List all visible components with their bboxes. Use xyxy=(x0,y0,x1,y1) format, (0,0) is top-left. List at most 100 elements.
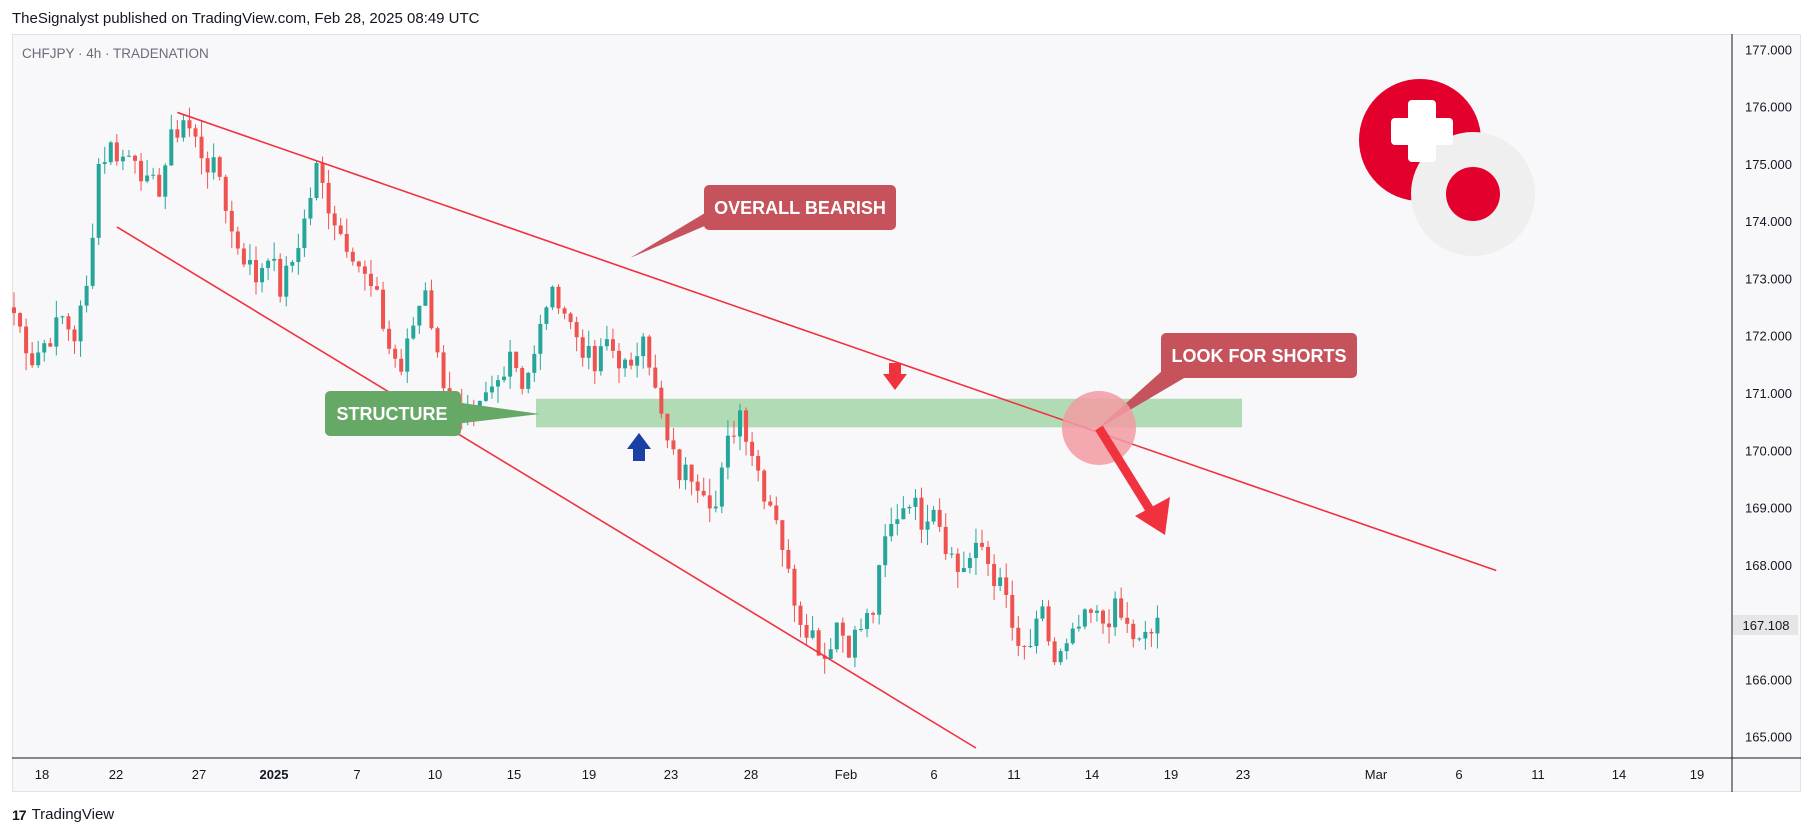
candle xyxy=(254,246,258,295)
candle xyxy=(526,371,531,394)
candle xyxy=(913,489,918,520)
candle xyxy=(411,317,416,341)
candle xyxy=(181,114,186,142)
candle xyxy=(1082,608,1087,630)
overall-bearish-callout[interactable]: OVERALL BEARISH xyxy=(630,185,896,258)
candle xyxy=(36,340,41,369)
overall-bearish-label: OVERALL BEARISH xyxy=(714,198,886,218)
candle xyxy=(562,306,567,320)
y-tick-label: 177.000 xyxy=(1745,42,1792,57)
candle xyxy=(1125,602,1130,633)
look-for-shorts-label: LOOK FOR SHORTS xyxy=(1172,346,1347,366)
candle xyxy=(1143,620,1148,650)
x-tick-label: 14 xyxy=(1612,767,1626,782)
x-tick-label: 18 xyxy=(35,767,49,782)
x-tick-label: 15 xyxy=(507,767,521,782)
candle xyxy=(629,352,634,370)
x-tick-label: 6 xyxy=(1455,767,1462,782)
price-axis[interactable]: 165.000166.000167.000168.000169.000170.0… xyxy=(1745,42,1792,744)
candle xyxy=(126,150,131,158)
candle xyxy=(229,200,234,249)
candle xyxy=(356,260,361,273)
candle xyxy=(260,263,265,293)
publish-info: TheSignalyst published on TradingView.co… xyxy=(12,10,480,27)
x-tick-label: 19 xyxy=(582,767,596,782)
candle xyxy=(822,642,827,674)
candle xyxy=(205,151,210,189)
candle xyxy=(1052,637,1057,666)
candle xyxy=(405,328,410,384)
candle xyxy=(967,552,972,574)
symbol-info[interactable]: CHFJPY · 4h · TRADENATION xyxy=(22,46,209,61)
candle xyxy=(671,427,676,455)
candle xyxy=(78,300,83,357)
x-tick-label: 23 xyxy=(1236,767,1250,782)
candle xyxy=(42,339,47,362)
candle xyxy=(272,242,277,272)
candle xyxy=(1040,599,1045,622)
candle xyxy=(883,524,888,578)
y-tick-label: 165.000 xyxy=(1745,730,1792,745)
candle xyxy=(169,114,174,166)
candle xyxy=(1088,607,1093,623)
candle xyxy=(12,292,16,326)
structure-callout[interactable]: STRUCTURE xyxy=(325,391,540,436)
candle xyxy=(1064,638,1069,660)
last-price-tag: 167.108 xyxy=(1733,615,1798,635)
candle xyxy=(193,124,198,148)
candle xyxy=(610,328,615,359)
candle xyxy=(846,635,851,659)
candle xyxy=(943,513,948,560)
candle xyxy=(955,548,960,588)
candle xyxy=(441,344,446,400)
y-tick-label: 176.000 xyxy=(1745,100,1792,115)
x-tick-label: 10 xyxy=(428,767,442,782)
candle xyxy=(1028,628,1033,649)
candle xyxy=(296,233,301,275)
candle xyxy=(308,187,313,226)
candle xyxy=(1149,628,1154,647)
candle xyxy=(175,120,180,143)
x-tick-label: 23 xyxy=(664,767,678,782)
candle xyxy=(211,143,216,180)
candle xyxy=(659,380,664,419)
candle xyxy=(326,169,331,230)
candle xyxy=(677,448,682,489)
footer: 17 TradingView xyxy=(12,806,114,823)
candle xyxy=(895,504,900,536)
candle xyxy=(980,529,984,551)
candle xyxy=(514,351,519,373)
candle xyxy=(1016,615,1021,657)
candle xyxy=(483,381,488,402)
candle xyxy=(393,344,398,368)
candle xyxy=(247,244,252,276)
blue-up-arrow-icon xyxy=(627,433,651,461)
candle xyxy=(48,337,53,347)
tradingview-logo-icon: 17 xyxy=(12,806,27,823)
candle xyxy=(713,490,718,513)
x-tick-label: 11 xyxy=(1531,767,1545,782)
candle xyxy=(1107,609,1112,644)
candle xyxy=(1034,610,1039,654)
candle xyxy=(774,496,779,525)
candle xyxy=(834,622,839,653)
candle xyxy=(574,316,579,352)
candle xyxy=(54,300,59,356)
candle xyxy=(653,354,658,389)
candle xyxy=(290,259,295,273)
x-tick-label: 6 xyxy=(930,767,937,782)
candle xyxy=(489,375,494,399)
candle xyxy=(756,450,761,482)
candle xyxy=(641,333,646,369)
candle xyxy=(496,375,500,403)
candle xyxy=(635,342,640,378)
time-axis[interactable]: 18 22 27 2025 7 10 15 19 23 28 Feb 6 11 14 19 23 Mar 6 11 1… xyxy=(35,767,1704,782)
candle xyxy=(350,247,355,266)
candle xyxy=(786,539,791,574)
candle xyxy=(707,478,712,523)
footer-brand[interactable]: TradingView xyxy=(31,806,115,823)
y-tick-label: 170.000 xyxy=(1745,443,1792,458)
candle xyxy=(520,365,525,395)
candle xyxy=(586,330,591,370)
